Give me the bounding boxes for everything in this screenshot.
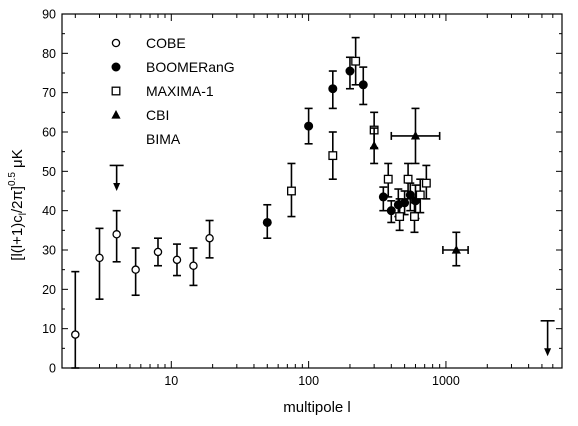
y-tick-label: 40 [42, 204, 56, 218]
data-marker [403, 174, 413, 184]
data-point [410, 202, 419, 234]
data-point [95, 227, 104, 300]
y-tick-label: 90 [42, 8, 56, 22]
data-marker [95, 253, 104, 263]
data-marker [451, 245, 461, 254]
data-marker [131, 265, 140, 274]
data-point [386, 200, 396, 224]
data-point [378, 186, 388, 212]
upper-limit [109, 164, 124, 191]
data-point [287, 162, 296, 218]
y-axis-ticks: 0 10 20 30 40 50 60 70 80 90 [42, 8, 562, 376]
legend-marker [111, 38, 121, 48]
data-marker [395, 212, 405, 222]
legend-item: BIMA [146, 131, 181, 147]
data-marker [71, 330, 80, 339]
data-point [328, 70, 338, 110]
data-point [262, 203, 272, 239]
x-tick-label: 10 [164, 374, 178, 388]
legend-item: BOOMERanG [111, 59, 235, 75]
data-marker [172, 255, 182, 265]
data-point [71, 270, 80, 369]
data-marker [304, 121, 314, 131]
x-tick-label: 100 [298, 374, 319, 388]
data-marker [345, 66, 355, 76]
data-marker [189, 261, 198, 270]
legend-item: CBI [111, 107, 169, 123]
legend-label: COBE [146, 35, 186, 51]
y-tick-label: 50 [42, 165, 56, 179]
y-tick-label: 70 [42, 86, 56, 100]
data-point [328, 131, 338, 180]
data-point [421, 164, 431, 200]
y-tick-label: 80 [42, 47, 56, 61]
y-tick-label: 20 [42, 283, 56, 297]
legend-marker [111, 86, 121, 96]
data-point [351, 36, 361, 86]
upper-limit-arrowhead [113, 183, 121, 191]
data-point [345, 56, 355, 90]
legend-item: COBE [111, 35, 186, 51]
data-point [369, 127, 379, 165]
data-point [172, 243, 182, 277]
data-marker [205, 233, 214, 243]
data-marker [415, 190, 425, 200]
x-axis-ticks: 10 100 1000 [74, 14, 563, 388]
y-axis-title: [l(l+1)cl/2π]0.5 μK [7, 149, 29, 260]
legend-item: MAXIMA-1 [111, 83, 214, 99]
legend-marker [111, 62, 121, 72]
legend-label: BOOMERanG [146, 59, 235, 75]
data-marker [287, 186, 296, 196]
data-point [189, 247, 198, 287]
data-point [383, 162, 393, 198]
legend-label: MAXIMA-1 [146, 83, 214, 99]
y-tick-label: 60 [42, 126, 56, 140]
data-marker [112, 230, 121, 239]
data-marker [369, 140, 379, 150]
y-tick-label: 0 [49, 362, 56, 376]
data-marker [358, 80, 368, 90]
data-marks [71, 36, 555, 369]
y-tick-label: 30 [42, 244, 56, 258]
data-point [403, 162, 413, 200]
x-tick-label: 1000 [432, 374, 460, 388]
legend-marker [111, 110, 121, 119]
data-marker [328, 151, 338, 161]
data-marker [153, 247, 163, 257]
data-marker [351, 56, 361, 66]
data-point [442, 231, 469, 267]
data-marker [410, 130, 421, 140]
legend-label: BIMA [146, 131, 181, 147]
legend-label: CBI [146, 107, 169, 123]
data-point [112, 209, 121, 263]
data-point [304, 107, 314, 145]
data-marker [383, 174, 393, 184]
x-axis-title: multipole l [283, 399, 351, 416]
data-point [390, 107, 441, 165]
data-marker [400, 198, 410, 208]
upper-limit [540, 319, 555, 357]
data-marker [328, 84, 338, 94]
data-point [395, 198, 405, 232]
data-marker [262, 217, 272, 227]
data-marker [386, 206, 396, 216]
upper-limit-arrowhead [544, 348, 552, 357]
data-point [131, 247, 140, 297]
data-point [205, 219, 214, 259]
y-tick-label: 10 [42, 322, 56, 336]
legend: COBE BOOMERanG MAXIMA-1 CBI BIMA [111, 35, 235, 147]
data-marker [421, 178, 431, 188]
y-axis-title-group: [l(l+1)cl/2π]0.5 μK [7, 149, 29, 260]
data-point [153, 237, 163, 267]
data-marker [410, 212, 419, 222]
